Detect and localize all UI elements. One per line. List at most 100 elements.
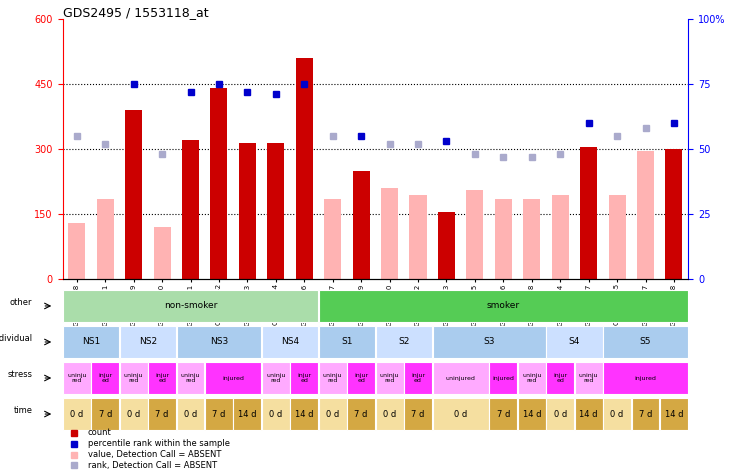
Bar <box>177 362 205 394</box>
Text: injur
ed: injur ed <box>98 373 113 383</box>
Bar <box>262 398 290 430</box>
Text: 14 d: 14 d <box>295 410 314 419</box>
Bar <box>489 398 517 430</box>
Text: uninju
red: uninju red <box>124 373 144 383</box>
Bar <box>375 398 403 430</box>
Bar <box>409 195 427 279</box>
Text: S5: S5 <box>640 337 651 346</box>
Text: non-smoker: non-smoker <box>164 301 217 310</box>
Text: 7 d: 7 d <box>212 410 226 419</box>
Text: 7 d: 7 d <box>155 410 169 419</box>
Bar <box>433 326 545 358</box>
Bar <box>660 398 688 430</box>
Text: 14 d: 14 d <box>579 410 598 419</box>
Bar <box>347 398 375 430</box>
Bar <box>580 147 597 279</box>
Bar <box>262 326 318 358</box>
Text: 0 d: 0 d <box>326 410 339 419</box>
Bar <box>631 398 659 430</box>
Bar <box>575 398 603 430</box>
Text: uninju
red: uninju red <box>67 373 87 383</box>
Text: 7 d: 7 d <box>411 410 425 419</box>
Bar <box>148 398 176 430</box>
Bar <box>518 398 545 430</box>
Text: NS3: NS3 <box>210 337 228 346</box>
Text: 7 d: 7 d <box>497 410 510 419</box>
Text: time: time <box>13 406 32 415</box>
Bar <box>518 362 545 394</box>
Text: other: other <box>10 298 32 307</box>
Text: 0 d: 0 d <box>454 410 467 419</box>
Bar <box>319 290 688 322</box>
Text: 0 d: 0 d <box>269 410 283 419</box>
Text: injured: injured <box>634 375 657 381</box>
Bar <box>523 199 540 279</box>
Bar <box>438 212 455 279</box>
Bar <box>239 143 256 279</box>
Bar <box>68 223 85 279</box>
Text: injur
ed: injur ed <box>553 373 567 383</box>
Bar <box>609 195 626 279</box>
Bar <box>495 199 512 279</box>
Bar <box>296 58 313 279</box>
Bar <box>148 362 176 394</box>
Text: stress: stress <box>7 370 32 379</box>
Bar <box>63 326 119 358</box>
Text: individual: individual <box>0 334 32 343</box>
Bar <box>154 227 171 279</box>
Text: uninju
red: uninju red <box>266 373 286 383</box>
Bar <box>467 190 484 279</box>
Bar <box>210 88 227 279</box>
Text: 14 d: 14 d <box>238 410 257 419</box>
Bar <box>404 398 432 430</box>
Text: injur
ed: injur ed <box>354 373 368 383</box>
Text: rank, Detection Call = ABSENT: rank, Detection Call = ABSENT <box>88 461 216 470</box>
Text: value, Detection Call = ABSENT: value, Detection Call = ABSENT <box>88 450 221 459</box>
Bar <box>63 362 91 394</box>
Text: S4: S4 <box>569 337 580 346</box>
Bar <box>319 362 347 394</box>
Text: 7 d: 7 d <box>639 410 652 419</box>
Bar <box>575 362 603 394</box>
Bar <box>177 398 205 430</box>
Text: injur
ed: injur ed <box>155 373 169 383</box>
Bar <box>91 362 119 394</box>
Bar <box>182 140 199 279</box>
Text: percentile rank within the sample: percentile rank within the sample <box>88 439 230 448</box>
Text: uninju
red: uninju red <box>522 373 542 383</box>
Text: GDS2495 / 1553118_at: GDS2495 / 1553118_at <box>63 6 208 19</box>
Bar <box>546 326 603 358</box>
Text: 0 d: 0 d <box>610 410 623 419</box>
Bar <box>63 290 318 322</box>
Bar <box>205 398 233 430</box>
Text: uninju
red: uninju red <box>323 373 342 383</box>
Text: S3: S3 <box>484 337 495 346</box>
Bar <box>324 199 342 279</box>
Bar <box>637 151 654 279</box>
Text: 0 d: 0 d <box>553 410 567 419</box>
Bar <box>120 362 148 394</box>
Bar <box>125 110 142 279</box>
Text: uninju
red: uninju red <box>380 373 400 383</box>
Bar <box>552 195 569 279</box>
Text: 0 d: 0 d <box>70 410 83 419</box>
Bar <box>290 362 318 394</box>
Bar <box>63 398 91 430</box>
Text: injured: injured <box>492 375 514 381</box>
Bar <box>353 171 369 279</box>
Bar <box>233 398 261 430</box>
Text: NS4: NS4 <box>281 337 299 346</box>
Text: 14 d: 14 d <box>523 410 541 419</box>
Bar <box>91 398 119 430</box>
Text: uninjured: uninjured <box>446 375 475 381</box>
Text: NS1: NS1 <box>82 337 100 346</box>
Bar <box>319 326 375 358</box>
Bar <box>665 149 682 279</box>
Text: uninju
red: uninju red <box>181 373 200 383</box>
Text: injur
ed: injur ed <box>297 373 311 383</box>
Bar <box>546 398 574 430</box>
Bar <box>375 326 432 358</box>
Text: NS2: NS2 <box>139 337 157 346</box>
Bar <box>433 362 489 394</box>
Text: 0 d: 0 d <box>184 410 197 419</box>
